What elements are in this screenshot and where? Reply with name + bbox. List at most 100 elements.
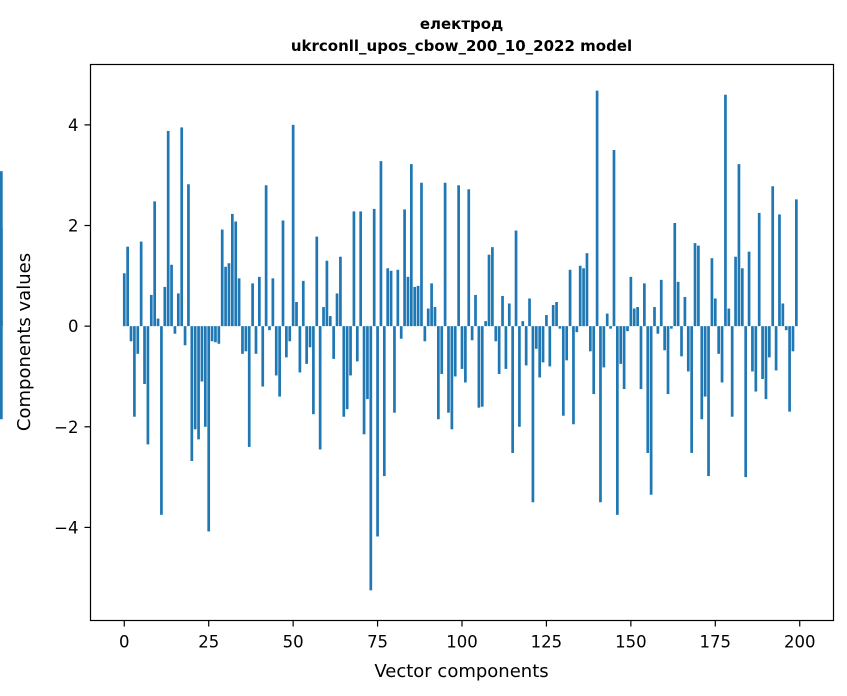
chart-title-line1: електрод [420, 15, 503, 33]
bar [433, 307, 437, 327]
bar [318, 326, 322, 450]
bar [592, 326, 596, 395]
bar [288, 326, 292, 342]
bar [393, 326, 396, 413]
bar [0, 326, 3, 420]
bar [727, 308, 731, 327]
bar [751, 326, 754, 372]
bar [362, 326, 366, 435]
bar [494, 326, 498, 342]
bar [345, 326, 349, 410]
bar [0, 228, 3, 327]
bar [551, 305, 555, 327]
chart-title-line2: ukrconll_upos_cbow_200_10_2022 model [291, 37, 632, 55]
bar [339, 256, 342, 327]
bar [531, 326, 535, 503]
bar [518, 326, 521, 427]
bar [335, 293, 339, 327]
bar [295, 302, 298, 327]
bar [315, 236, 319, 327]
bar [305, 326, 308, 364]
bar [700, 326, 704, 420]
bar [247, 326, 251, 447]
y-tick-label: 2 [68, 217, 79, 236]
bar [409, 164, 413, 327]
bar [626, 326, 629, 332]
bar [176, 293, 180, 327]
bar [328, 316, 332, 327]
bar [484, 321, 487, 327]
bar [713, 298, 717, 327]
bar [629, 276, 633, 327]
y-tick-label: 0 [68, 317, 79, 336]
bar [146, 326, 150, 445]
bar [710, 258, 714, 327]
bar [764, 326, 768, 400]
bar [480, 326, 484, 407]
bar [372, 208, 376, 327]
bar [389, 270, 393, 327]
bar [399, 326, 403, 339]
x-tick-label: 125 [531, 633, 563, 652]
bar [545, 315, 548, 327]
bar [420, 182, 423, 327]
bar [129, 326, 133, 342]
bar [771, 186, 775, 327]
bar [680, 326, 683, 357]
bar [588, 326, 592, 352]
bar [737, 164, 741, 327]
bar [440, 326, 444, 374]
bar [203, 326, 207, 427]
bar [572, 326, 575, 425]
x-tick-label: 75 [367, 633, 388, 652]
bar [784, 326, 788, 331]
bar [133, 326, 136, 417]
bar [561, 326, 565, 416]
bar [342, 326, 346, 417]
bar [460, 326, 464, 369]
bar [403, 209, 406, 327]
bar [230, 213, 234, 327]
bar [430, 283, 433, 327]
x-tick-label: 200 [784, 633, 816, 652]
bar [220, 229, 224, 327]
bar [285, 326, 288, 358]
bar [514, 230, 518, 327]
bar [166, 130, 170, 327]
bar [332, 326, 336, 359]
bar [366, 326, 369, 400]
bar [173, 326, 177, 334]
bar [612, 150, 616, 327]
bar [241, 326, 244, 354]
x-axis-ticks: 0 25 50 75 100 125 150 175 200 [119, 620, 816, 652]
bar [578, 265, 582, 327]
bar [767, 326, 771, 358]
bar [521, 321, 525, 327]
bar [251, 283, 254, 327]
bar [437, 326, 440, 420]
bar [622, 326, 626, 390]
bar [686, 326, 690, 372]
bar [497, 326, 501, 374]
bar [200, 326, 204, 382]
bar [210, 326, 214, 342]
bar [153, 201, 157, 327]
bar [747, 251, 751, 327]
bar [447, 326, 450, 413]
bar [774, 326, 778, 371]
bar [585, 253, 589, 327]
bar [413, 286, 417, 327]
bar [193, 326, 197, 430]
bar [565, 326, 569, 361]
bar [126, 246, 129, 327]
x-tick-label: 25 [198, 633, 219, 652]
bar [281, 220, 285, 327]
bar [609, 326, 612, 329]
bar [724, 94, 727, 327]
bar [467, 189, 471, 327]
bar [227, 263, 231, 327]
bar [707, 326, 710, 477]
bar [406, 276, 410, 327]
bar [778, 214, 781, 327]
bar [697, 245, 700, 327]
